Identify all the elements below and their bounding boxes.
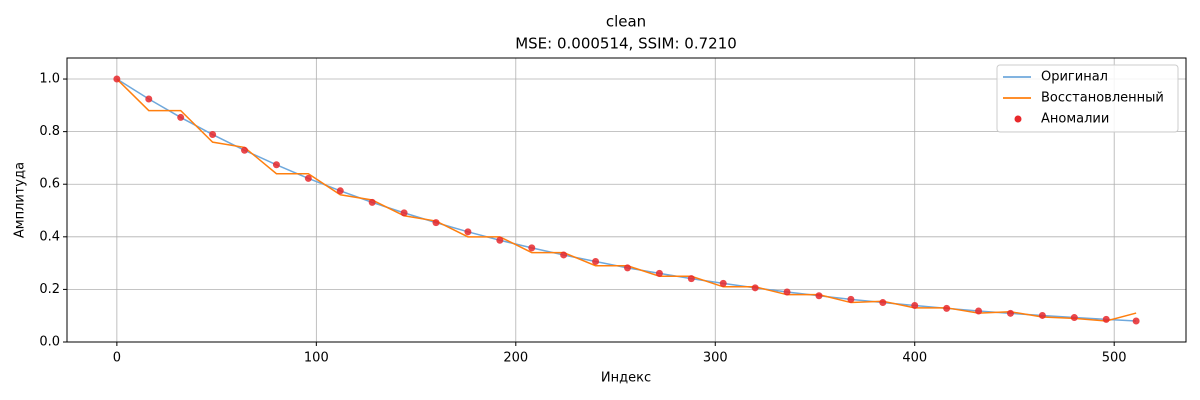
anomaly-point xyxy=(113,75,121,83)
anomaly-point xyxy=(655,269,663,277)
x-axis-label: Индекс xyxy=(601,371,651,386)
legend-label: Аномалии xyxy=(1041,112,1109,127)
anomaly-point xyxy=(336,187,344,195)
y-axis-label: Амплитуда xyxy=(13,162,28,238)
x-tick-label: 300 xyxy=(703,351,728,366)
legend-box xyxy=(996,64,1179,133)
anomaly-point xyxy=(751,284,759,292)
anomaly-point xyxy=(1132,317,1140,325)
anomaly-point xyxy=(209,131,217,139)
anomaly-point xyxy=(975,307,983,315)
y-tick-label: 0.6 xyxy=(39,177,60,192)
y-tick-label: 0.4 xyxy=(39,229,60,244)
line xyxy=(116,78,1137,322)
anomaly-point xyxy=(400,209,408,217)
anomaly-point xyxy=(1006,309,1014,317)
line xyxy=(116,78,1137,322)
anomaly-point xyxy=(496,236,504,244)
plot-frame xyxy=(66,57,1187,343)
anomaly-point xyxy=(879,299,887,307)
anomaly-point xyxy=(1038,311,1046,319)
anomaly-point xyxy=(145,95,153,103)
anomaly-point xyxy=(177,113,185,121)
legend-label: Восстановленный xyxy=(1041,91,1164,106)
x-tick-label: 100 xyxy=(304,351,329,366)
anomaly-point xyxy=(815,292,823,300)
anomaly-point xyxy=(560,251,568,259)
anomaly-point xyxy=(623,264,631,272)
legend-label: Оригинал xyxy=(1041,70,1108,85)
chart-subtitle: MSE: 0.000514, SSIM: 0.7210 xyxy=(515,35,737,53)
anomaly-point xyxy=(719,279,727,287)
legend-marker xyxy=(1014,115,1022,123)
y-tick-label: 0.0 xyxy=(39,335,60,350)
anomaly-point xyxy=(432,219,440,227)
y-tick-label: 0.2 xyxy=(39,282,60,297)
anomaly-point xyxy=(943,304,951,312)
anomaly-point xyxy=(464,228,472,236)
anomaly-point xyxy=(687,275,695,283)
anomaly-point xyxy=(592,258,600,266)
anomaly-point xyxy=(368,198,376,206)
anomaly-point xyxy=(1102,315,1110,323)
x-tick-label: 0 xyxy=(113,351,121,366)
x-tick-label: 400 xyxy=(902,351,927,366)
anomaly-point xyxy=(847,295,855,303)
anomaly-point xyxy=(304,174,312,182)
anomaly-point xyxy=(272,161,280,169)
anomaly-point xyxy=(241,146,249,154)
y-tick-label: 0.8 xyxy=(39,124,60,139)
x-tick-label: 200 xyxy=(503,351,528,366)
y-tick-label: 1.0 xyxy=(39,72,60,87)
x-tick-label: 500 xyxy=(1102,351,1127,366)
anomaly-point xyxy=(528,244,536,252)
anomaly-point xyxy=(783,288,791,296)
anomaly-point xyxy=(1070,314,1078,322)
anomaly-point xyxy=(911,301,919,309)
chart-title: clean xyxy=(606,13,646,31)
